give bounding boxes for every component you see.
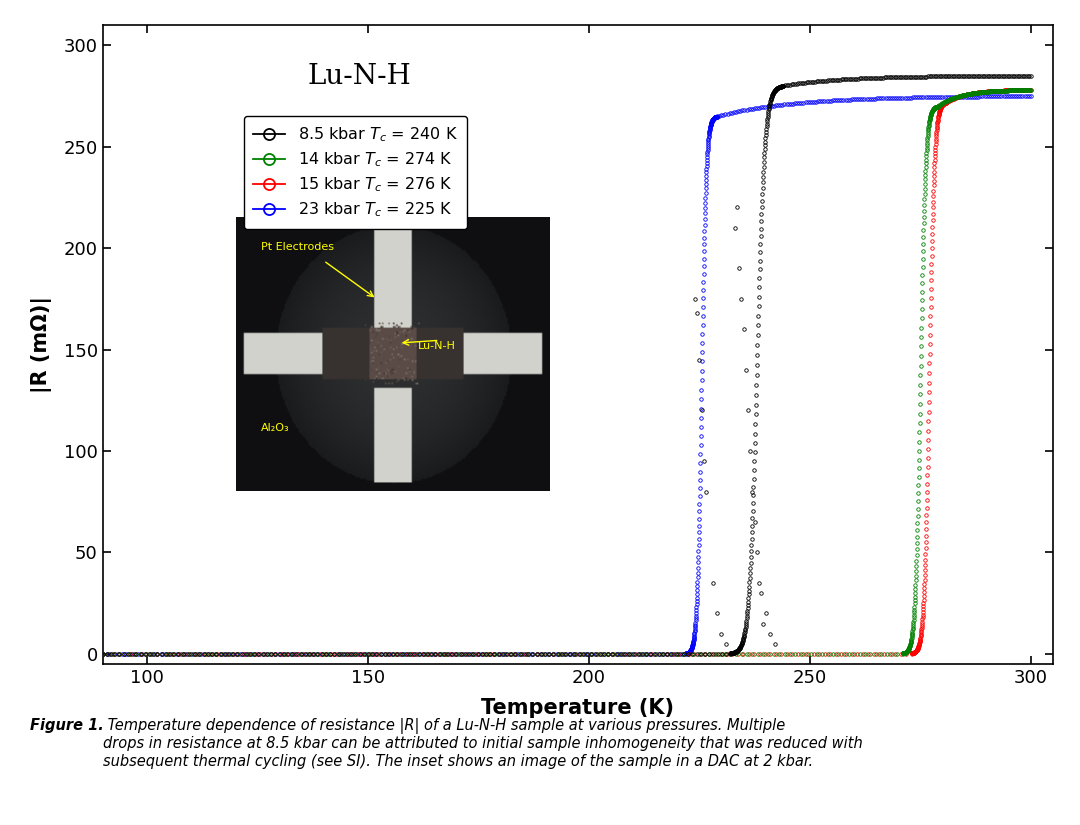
Text: Temperature dependence of resistance |R| of a Lu-N-H sample at various pressures: Temperature dependence of resistance |R|…	[103, 718, 862, 769]
Text: Figure 1.: Figure 1.	[30, 718, 104, 733]
X-axis label: Temperature (K): Temperature (K)	[482, 698, 674, 718]
Legend: 8.5 kbar $T_c$ = 240 K, 14 kbar $T_c$ = 274 K, 15 kbar $T_c$ = 276 K, 23 kbar $T: 8.5 kbar $T_c$ = 240 K, 14 kbar $T_c$ = …	[244, 116, 468, 229]
Text: Lu-N-H: Lu-N-H	[308, 64, 411, 90]
Y-axis label: |R (mΩ)|: |R (mΩ)|	[31, 296, 52, 393]
